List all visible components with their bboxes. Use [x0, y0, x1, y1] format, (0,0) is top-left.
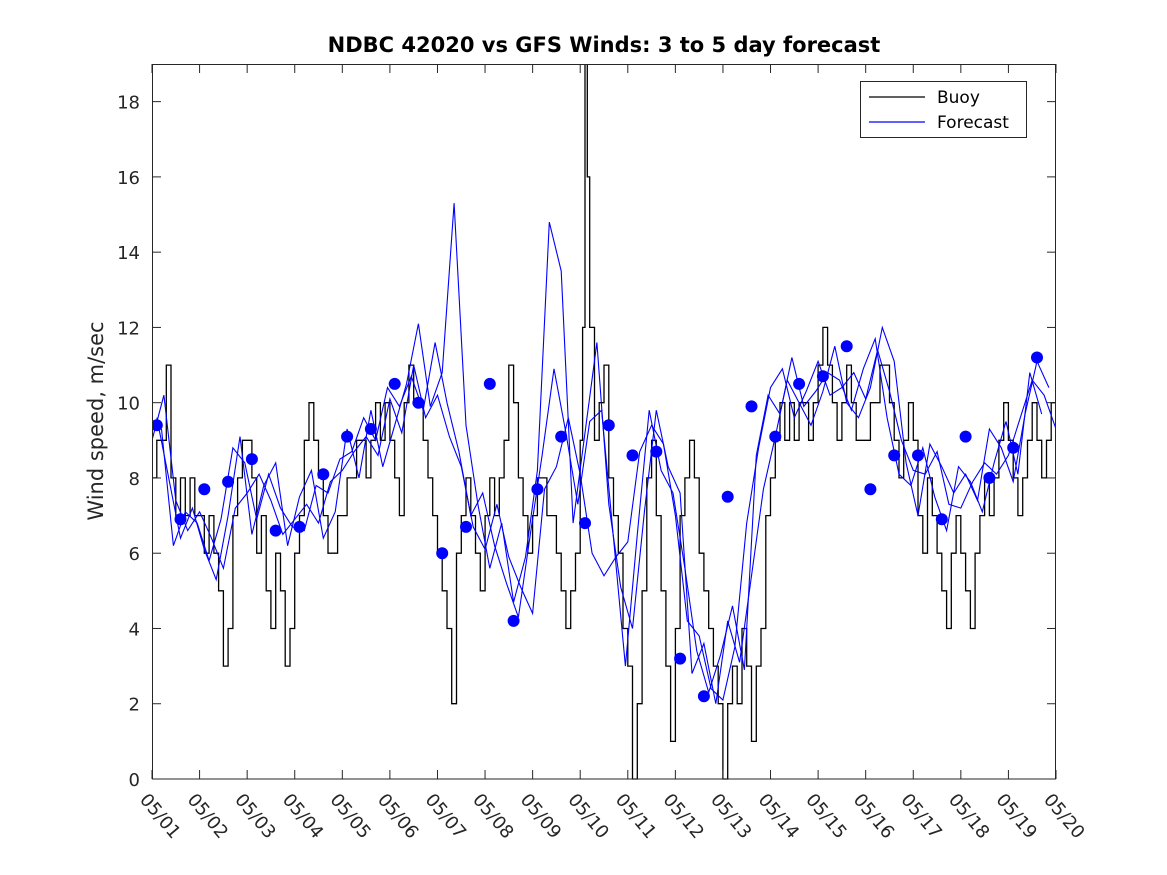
forecast-marker [912, 449, 924, 462]
forecast-marker [531, 483, 544, 496]
forecast-marker [650, 445, 663, 458]
forecast-marker [1031, 351, 1043, 364]
forecast-marker [959, 430, 972, 443]
forecast-marker [935, 513, 948, 526]
forecast-marker [721, 490, 734, 503]
forecast-marker [412, 396, 425, 409]
forecast-marker [816, 370, 829, 383]
forecast-marker [269, 524, 282, 537]
y-tick-label: 14 [117, 243, 140, 264]
forecast-marker [245, 453, 258, 466]
forecast-marker [579, 517, 591, 530]
series-layer [152, 64, 1056, 780]
forecast-marker [745, 400, 758, 413]
forecast-marker [626, 449, 639, 462]
forecast-series-line-1 [152, 347, 1056, 702]
y-tick-label: 8 [129, 469, 140, 490]
y-axis-label: Wind speed, m/sec [84, 321, 108, 520]
forecast-marker [1007, 441, 1020, 454]
forecast-marker [840, 340, 853, 353]
y-tick-label: 12 [117, 318, 140, 339]
forecast-marker [436, 547, 449, 560]
forecast-marker [507, 614, 520, 627]
forecast-marker [293, 520, 306, 533]
legend-label-forecast: Forecast [937, 113, 1009, 133]
y-tick-label: 16 [117, 168, 140, 189]
forecast-marker [198, 483, 211, 496]
y-tick-label: 0 [129, 770, 140, 791]
y-tick-label: 4 [129, 619, 140, 640]
forecast-marker [674, 652, 687, 665]
forecast-marker [317, 468, 330, 481]
plot-box [152, 64, 1056, 780]
forecast-marker [152, 419, 163, 432]
forecast-marker [555, 430, 568, 443]
forecast-marker [793, 377, 806, 390]
y-tick-label: 18 [117, 93, 140, 114]
forecast-marker [888, 449, 901, 462]
chart-title: NDBC 42020 vs GFS Winds: 3 to 5 day fore… [328, 33, 881, 57]
legend-box [860, 81, 1027, 138]
forecast-marker [483, 377, 496, 390]
legend-label-buoy: Buoy [937, 88, 980, 108]
forecast-marker [983, 471, 996, 484]
forecast-marker [460, 520, 472, 533]
plot-area [152, 64, 1056, 780]
y-tick-label: 6 [129, 544, 140, 565]
forecast-marker [364, 423, 377, 435]
forecast-marker [388, 377, 401, 390]
y-tick-label: 2 [129, 695, 140, 716]
legend: Buoy Forecast [860, 81, 1027, 138]
forecast-marker [222, 475, 235, 488]
forecast-marker [341, 430, 354, 443]
forecast-marker [769, 430, 782, 443]
forecast-marker [864, 483, 877, 496]
forecast-marker [174, 513, 187, 526]
forecast-marker [697, 690, 710, 703]
forecast-marker [602, 419, 615, 432]
y-tick-label: 10 [117, 394, 140, 415]
buoy-series-line [152, 64, 1056, 780]
